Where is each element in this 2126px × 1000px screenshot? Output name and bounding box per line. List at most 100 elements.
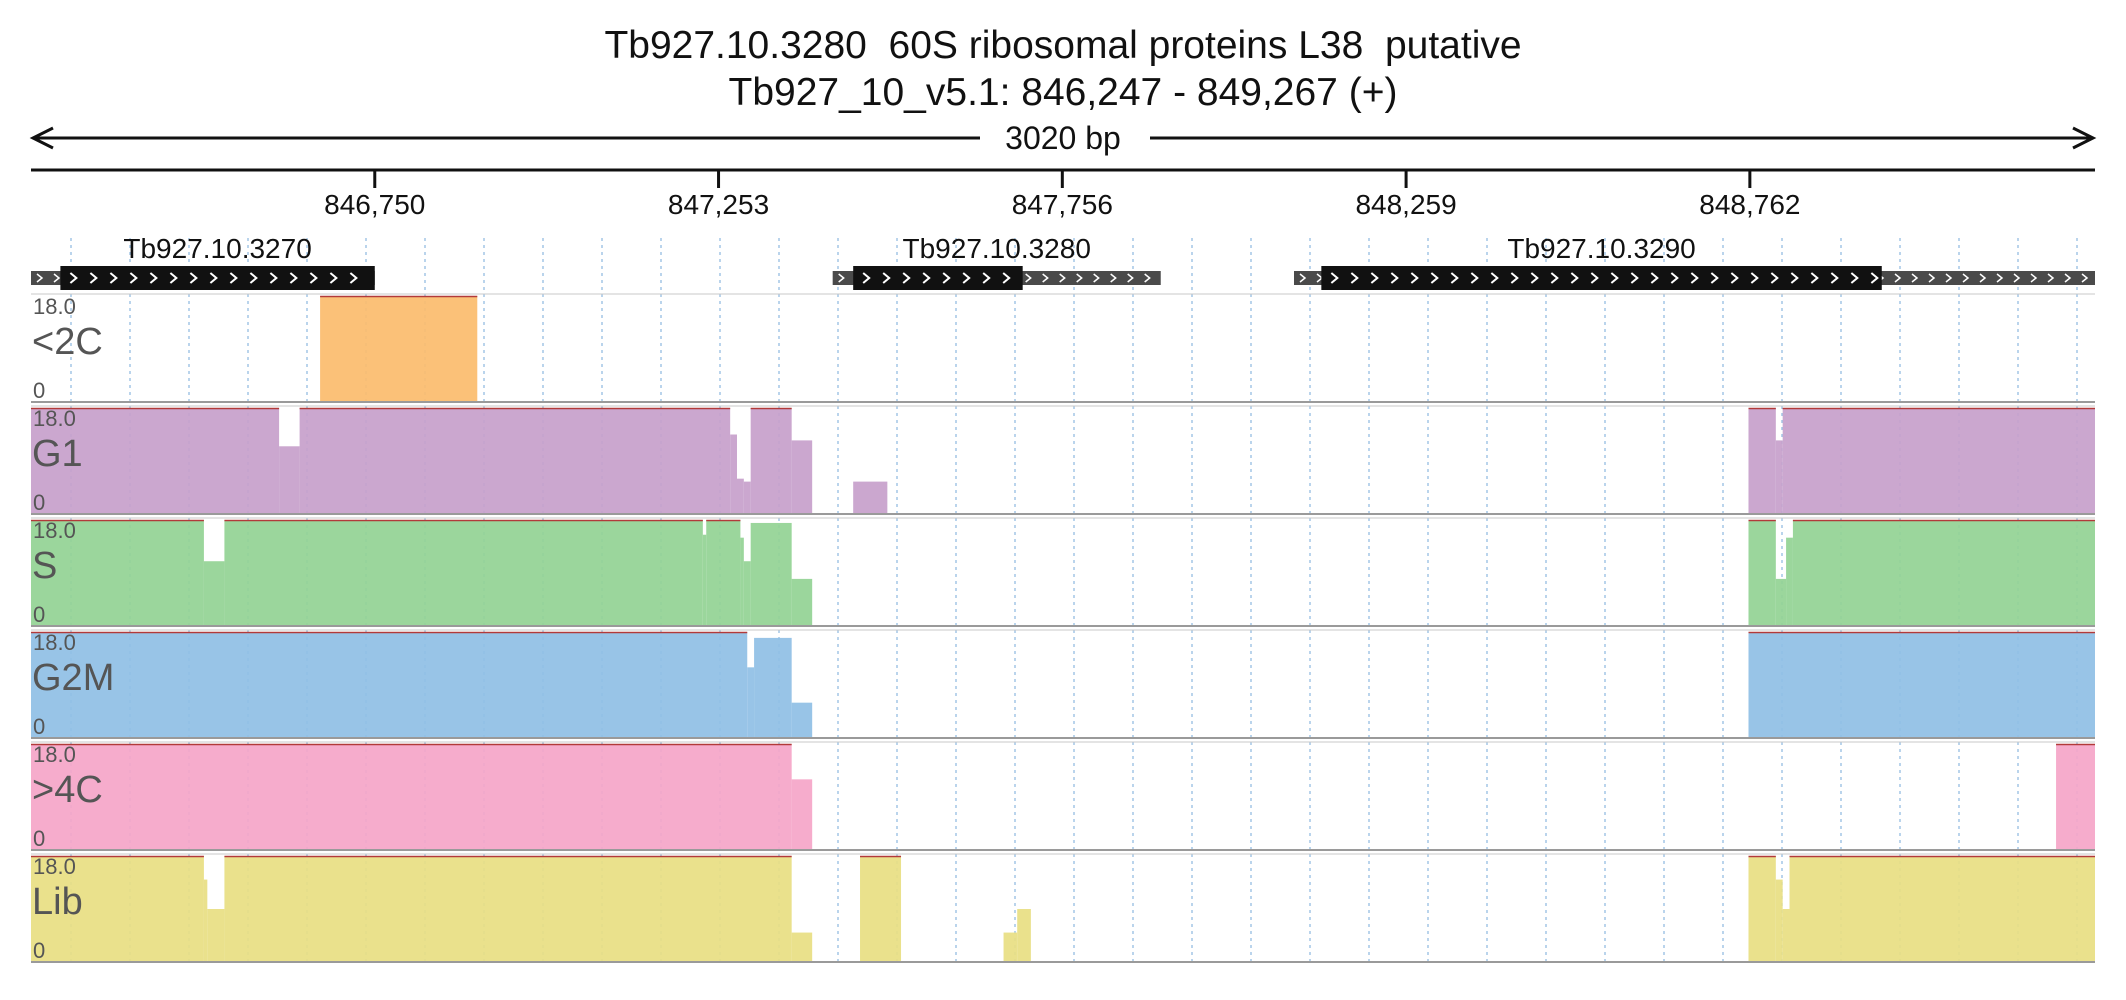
gene-cds-chevron bbox=[1350, 272, 1359, 284]
gene-cds-chevron bbox=[902, 272, 911, 284]
gene-cds-chevron bbox=[1730, 272, 1739, 284]
gene-label: Tb927.10.3290 bbox=[1507, 233, 1695, 264]
coverage-bar bbox=[1782, 408, 2095, 514]
gene-cds-chevron bbox=[982, 272, 991, 284]
gene-cds-chevron bbox=[1410, 272, 1419, 284]
coverage-bar bbox=[299, 408, 731, 514]
coverage-tracks: 18.00<2C18.00G118.00S18.00G2M18.00>4C18.… bbox=[31, 293, 2095, 963]
track-2: 18.0 0 G1 bbox=[31, 405, 2095, 515]
track-ymax-label: 18.0 bbox=[33, 854, 76, 879]
track-1: 18.0 0 <2C bbox=[31, 293, 2095, 403]
gene-cds-chevron bbox=[1450, 272, 1459, 284]
gene-cds-chevron bbox=[349, 272, 358, 284]
gene-label: Tb927.10.3270 bbox=[123, 233, 311, 264]
gene-cds-chevron bbox=[249, 272, 258, 284]
track-name-label: >4C bbox=[32, 769, 103, 811]
coverage-bar bbox=[1017, 909, 1031, 962]
gene-strand-chevron bbox=[1979, 273, 1987, 283]
gene-cds-chevron bbox=[1530, 272, 1539, 284]
track-ymax-label: 18.0 bbox=[33, 406, 76, 431]
coordinate-ruler: 846,750 847,253 847,756 848,259 848,762 bbox=[31, 168, 2095, 220]
gene-cds-chevron bbox=[89, 272, 98, 284]
gene-cds-chevron bbox=[1002, 272, 1011, 284]
gene-cds-chevron bbox=[1650, 272, 1659, 284]
chart-title-block: Tb927.10.3280 60S ribosomal proteins L38… bbox=[0, 22, 2126, 116]
gene-strand-chevron bbox=[1127, 273, 1134, 283]
track-ymax-label: 18.0 bbox=[33, 518, 76, 543]
coverage-bar bbox=[736, 478, 744, 514]
coverage-bar bbox=[1775, 440, 1783, 514]
gene-cds-chevron bbox=[189, 272, 198, 284]
span-arrowhead-left bbox=[29, 126, 54, 150]
coverage-bar bbox=[320, 296, 478, 402]
ruler-tick-label: 846,750 bbox=[324, 189, 425, 220]
gene-strand-chevron bbox=[1894, 273, 1902, 283]
gene-cds-chevron bbox=[1690, 272, 1699, 284]
gene-cds-chevron bbox=[1550, 272, 1559, 284]
coverage-bar bbox=[1775, 578, 1787, 626]
track-5: 18.0 0 >4C bbox=[31, 741, 2095, 851]
gene-cds-chevron bbox=[149, 272, 158, 284]
gene-cds-chevron bbox=[1570, 272, 1579, 284]
coverage-bar bbox=[1775, 879, 1783, 962]
coverage-bar bbox=[791, 932, 813, 962]
gene-cds-chevron bbox=[209, 272, 218, 284]
coverage-bar bbox=[791, 702, 813, 738]
coverage-bar bbox=[203, 879, 208, 962]
coverage-bar bbox=[1786, 537, 1793, 626]
ruler-tick-label: 848,762 bbox=[1699, 189, 1800, 220]
track-ymin-label: 0 bbox=[33, 938, 45, 963]
coverage-bar bbox=[853, 481, 888, 514]
coverage-bar bbox=[2056, 744, 2095, 850]
gene-cds-chevron bbox=[942, 272, 951, 284]
gene-cds-chevron bbox=[862, 272, 871, 284]
gene-cds-chevron bbox=[1710, 272, 1719, 284]
coverage-bar bbox=[31, 520, 204, 626]
coverage-bar bbox=[31, 632, 748, 738]
gene-cds-chevron bbox=[109, 272, 118, 284]
coverage-bar bbox=[1782, 909, 1790, 962]
gene-cds-chevron bbox=[1590, 272, 1599, 284]
gene-cds-chevron bbox=[1390, 272, 1399, 284]
track-ymin-label: 0 bbox=[33, 826, 45, 851]
gene-cds-chevron bbox=[289, 272, 298, 284]
coverage-bar bbox=[31, 744, 792, 850]
track-ymin-label: 0 bbox=[33, 714, 45, 739]
gene-cds-chevron bbox=[1490, 272, 1499, 284]
gene-strand-chevron bbox=[838, 273, 845, 283]
span-arrowhead-right bbox=[2072, 126, 2097, 150]
coverage-bar bbox=[1792, 520, 2095, 626]
gene-cds-chevron bbox=[1470, 272, 1479, 284]
gene-cds-chevron bbox=[1630, 272, 1639, 284]
gene-cds-chevron bbox=[69, 272, 78, 284]
coverage-bar bbox=[207, 909, 225, 962]
coverage-bar bbox=[750, 408, 792, 514]
gene-label: Tb927.10.3280 bbox=[903, 233, 1091, 264]
gene-strand-chevron bbox=[2047, 273, 2055, 283]
coverage-bar bbox=[743, 481, 751, 514]
gene-strand-chevron bbox=[1042, 273, 1049, 283]
track-name-label: Lib bbox=[32, 881, 83, 923]
gene-strand-chevron bbox=[1110, 273, 1117, 283]
track-4: 18.0 0 G2M bbox=[31, 629, 2095, 739]
gene-cds-chevron bbox=[229, 272, 238, 284]
track-ymax-label: 18.0 bbox=[33, 742, 76, 767]
coverage-bar bbox=[740, 537, 744, 626]
gene-cds-chevron bbox=[1610, 272, 1619, 284]
gene-strand-chevron bbox=[1144, 273, 1151, 283]
chart-title: Tb927.10.3280 60S ribosomal proteins L38… bbox=[604, 24, 1522, 67]
ruler-tick-label: 847,756 bbox=[1012, 189, 1113, 220]
coverage-bar bbox=[1003, 932, 1018, 962]
gene-cds-chevron bbox=[1810, 272, 1819, 284]
gene-cds-chevron bbox=[1670, 272, 1679, 284]
gene-cds-chevron bbox=[1510, 272, 1519, 284]
gene-strand-chevron bbox=[1928, 273, 1936, 283]
coverage-bar bbox=[702, 534, 707, 626]
gene-strand-chevron bbox=[1093, 273, 1100, 283]
gene-cds-chevron bbox=[329, 272, 338, 284]
track-6: 18.0 0 Lib bbox=[31, 853, 2095, 963]
gene-strand-chevron bbox=[2013, 273, 2021, 283]
gene-cds-chevron bbox=[1870, 272, 1879, 284]
coverage-bar bbox=[747, 667, 755, 738]
gene-cds-chevron bbox=[922, 272, 931, 284]
